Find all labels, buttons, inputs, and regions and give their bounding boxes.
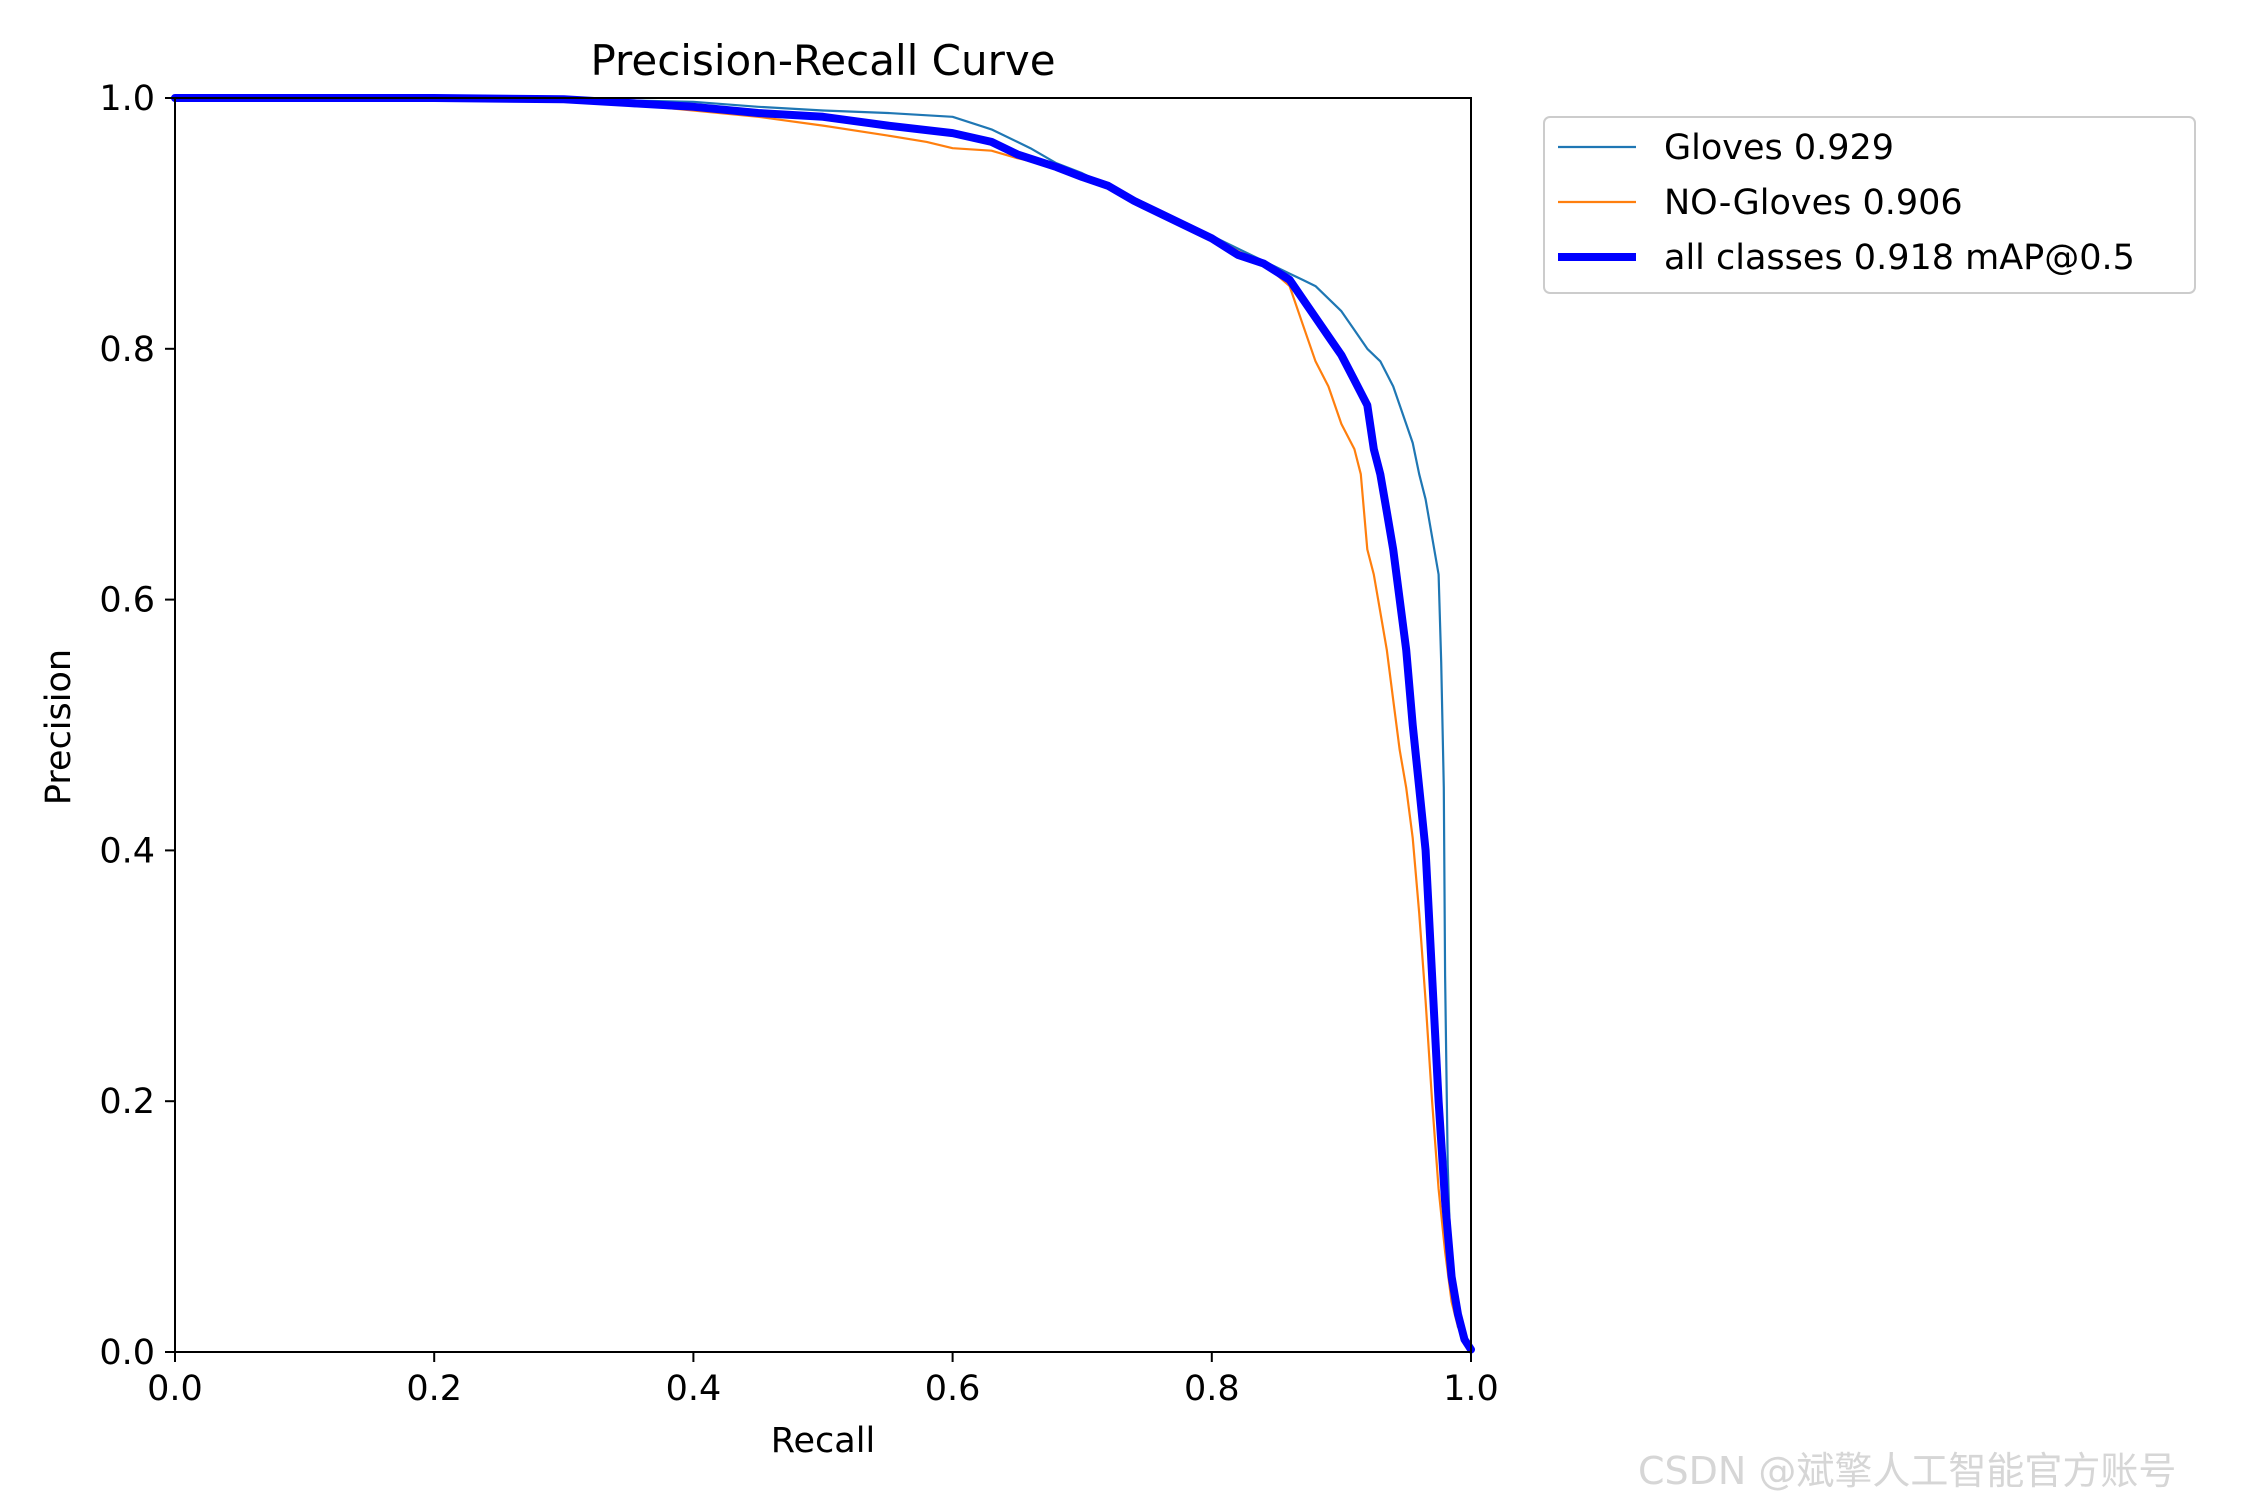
legend-label-2: all classes 0.918 mAP@0.5 [1664,238,2135,278]
x-axis-label: Recall [771,1421,875,1461]
legend: Gloves 0.929 NO-Gloves 0.906 all classes 0… [1543,116,2196,294]
y-tick-label: 0.6 [99,581,155,621]
series-layer [171,94,1475,1354]
x-tick-label: 0.4 [666,1369,722,1409]
y-axis: 0.0 0.2 0.4 0.6 0.8 1.0 [99,79,175,1373]
y-tick-label: 0.0 [99,1333,155,1373]
x-tick-label: 0.6 [925,1369,981,1409]
series-line-2 [171,94,1475,1354]
y-tick-label: 0.2 [99,1082,155,1122]
chart-title: Precision-Recall Curve [590,36,1055,85]
series-line-0 [173,96,1473,1347]
y-tick-label: 0.4 [99,831,155,871]
x-tick-label: 0.2 [406,1369,462,1409]
watermark-text: CSDN @斌擎人工智能官方账号 [1638,1449,2177,1493]
y-tick-label: 0.8 [99,330,155,370]
y-tick-label: 1.0 [99,79,155,119]
x-axis: 0.0 0.2 0.4 0.6 0.8 1.0 [147,1352,1499,1409]
legend-label-0: Gloves 0.929 [1664,128,1894,168]
legend-label-1: NO-Gloves 0.906 [1664,183,1963,223]
x-tick-label: 1.0 [1443,1369,1499,1409]
plot-background [175,98,1471,1352]
series-line-1 [173,96,1473,1347]
plot-frame [174,97,1472,1353]
x-tick-label: 0.8 [1184,1369,1240,1409]
x-tick-label: 0.0 [147,1369,203,1409]
legend-box [1543,116,2196,294]
y-axis-label: Precision [39,649,79,805]
